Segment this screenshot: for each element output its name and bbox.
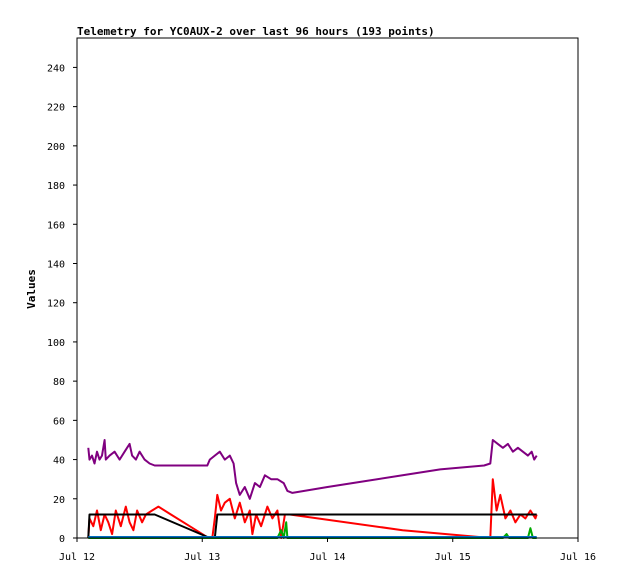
series-line-1 bbox=[87, 439, 538, 500]
y-tick-label: 180 bbox=[47, 181, 65, 192]
y-tick-label: 0 bbox=[59, 534, 65, 545]
x-tick-label: Jul 15 bbox=[435, 552, 471, 563]
y-axis-label: Values bbox=[25, 269, 38, 309]
y-tick-label: 20 bbox=[53, 495, 65, 506]
y-tick-label: 60 bbox=[53, 416, 65, 427]
x-tick-label: Jul 13 bbox=[184, 552, 220, 563]
x-tick-label: Jul 12 bbox=[59, 552, 95, 563]
y-tick-label: 220 bbox=[47, 103, 65, 114]
y-tick-label: 160 bbox=[47, 220, 65, 231]
y-tick-label: 80 bbox=[53, 377, 65, 388]
y-axis-ticks: 0 20 40 60 80 100 120 140 160 180 200 220 240 bbox=[47, 63, 77, 545]
chart-title: Telemetry for YC0AUX-2 over last 96 hour… bbox=[77, 25, 435, 38]
y-tick-label: 240 bbox=[47, 63, 65, 74]
x-tick-label: Jul 16 bbox=[560, 552, 596, 563]
x-tick-label: Jul 14 bbox=[309, 552, 345, 563]
x-axis-ticks: Jul 12 Jul 13 Jul 14 Jul 15 Jul 16 bbox=[59, 538, 596, 563]
y-tick-label: 200 bbox=[47, 142, 65, 153]
y-tick-label: 140 bbox=[47, 259, 65, 270]
series-line-2 bbox=[87, 478, 538, 539]
y-tick-label: 120 bbox=[47, 299, 65, 310]
y-tick-label: 40 bbox=[53, 456, 65, 467]
y-tick-label: 100 bbox=[47, 338, 65, 349]
